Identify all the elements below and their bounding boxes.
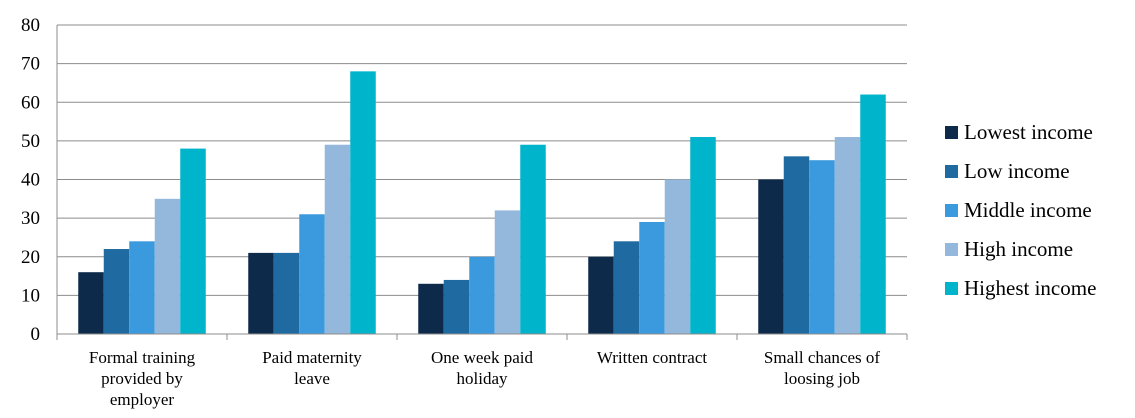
legend-swatch <box>945 243 958 256</box>
bar <box>613 241 640 334</box>
y-tick-label: 60 <box>21 92 40 113</box>
y-tick-label: 10 <box>21 285 40 306</box>
y-tick-label: 80 <box>21 15 40 36</box>
bar <box>299 214 325 334</box>
x-category-label: loosing job <box>784 369 860 388</box>
bar <box>248 252 274 334</box>
bar <box>469 256 495 334</box>
bar <box>273 252 300 334</box>
legend-swatch <box>945 126 958 139</box>
bar <box>180 148 206 334</box>
y-axis-tick-labels: 0 10 20 30 40 50 60 70 80 <box>21 15 40 345</box>
x-category-label: Formal training <box>89 348 196 367</box>
y-tick-label: 0 <box>31 324 41 345</box>
bar <box>494 210 521 334</box>
bar <box>78 272 104 334</box>
x-category-label: leave <box>294 369 330 388</box>
bar <box>860 94 886 335</box>
x-category-label: employer <box>110 390 175 409</box>
legend-label: Lowest income <box>964 120 1093 144</box>
legend: Lowest income Low income Middle income High… <box>945 113 1096 308</box>
legend-item: Lowest income <box>945 113 1096 152</box>
x-category-label: Written contract <box>597 348 708 367</box>
legend-swatch <box>945 165 958 178</box>
y-tick-label: 40 <box>21 170 40 191</box>
x-category-label: provided by <box>101 369 183 388</box>
y-tick-label: 70 <box>21 54 40 75</box>
bar <box>639 221 665 334</box>
legend-label: Low income <box>964 159 1070 183</box>
x-axis-category-labels: Formal training provided by employer Paid m… <box>89 348 881 409</box>
bar <box>418 283 444 334</box>
legend-item: High income <box>945 230 1096 269</box>
x-category-label: One week paid <box>431 348 533 367</box>
bar <box>588 256 614 334</box>
axes <box>56 25 908 340</box>
bar <box>129 241 155 334</box>
bar <box>350 71 376 334</box>
bar <box>690 137 716 334</box>
legend-label: High income <box>964 237 1074 261</box>
bar <box>103 249 130 334</box>
bar <box>443 279 470 334</box>
legend-item: Highest income <box>945 269 1096 308</box>
bar <box>324 144 351 334</box>
bar <box>758 179 784 334</box>
legend-item: Low income <box>945 152 1096 191</box>
legend-label: Highest income <box>964 276 1097 300</box>
legend-swatch <box>945 282 958 295</box>
bars <box>78 71 886 335</box>
bar <box>520 144 546 334</box>
y-tick-label: 30 <box>21 208 40 229</box>
bar <box>783 156 810 334</box>
bar <box>154 198 181 334</box>
legend-label: Middle income <box>964 198 1092 222</box>
bar <box>834 137 861 334</box>
bar <box>809 160 835 334</box>
x-category-label: Paid maternity <box>262 348 362 367</box>
y-tick-label: 20 <box>21 247 40 268</box>
x-category-label: holiday <box>457 369 508 388</box>
legend-swatch <box>945 204 958 217</box>
x-category-label: Small chances of <box>764 348 880 367</box>
bar <box>664 179 691 334</box>
legend-item: Middle income <box>945 191 1096 230</box>
y-tick-label: 50 <box>21 131 40 152</box>
